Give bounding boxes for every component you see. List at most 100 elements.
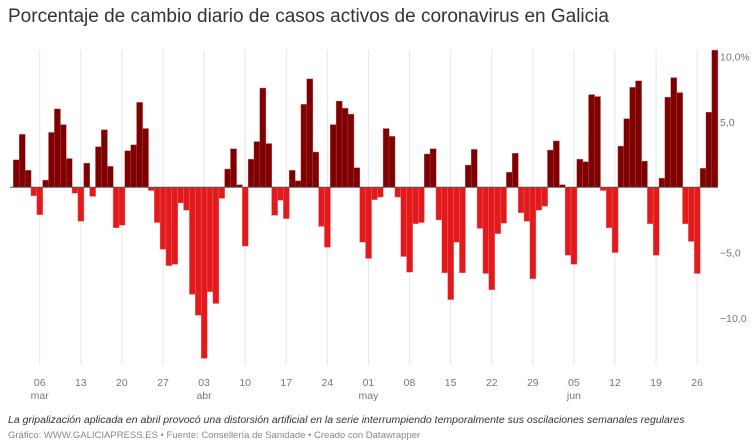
- bar: [206, 187, 214, 292]
- bar: [159, 187, 167, 250]
- bar: [60, 124, 67, 188]
- bar: [300, 104, 308, 188]
- y-tick-label: −10,0: [720, 313, 747, 325]
- bar: [406, 187, 413, 273]
- bar: [570, 187, 578, 265]
- bar: [371, 187, 378, 200]
- bar: [459, 187, 466, 274]
- bar: [242, 187, 249, 247]
- bar: [553, 140, 560, 188]
- bar: [130, 144, 137, 188]
- bar: [535, 187, 542, 211]
- bar: [588, 94, 595, 188]
- bar: [635, 80, 642, 188]
- bar: [83, 162, 91, 188]
- x-tick-label: 17: [280, 377, 292, 389]
- bar: [418, 187, 425, 223]
- bar: [582, 161, 589, 188]
- bar: [136, 102, 143, 188]
- bar: [77, 187, 85, 222]
- bar: [605, 187, 613, 228]
- bar: [664, 96, 672, 188]
- bar: [435, 187, 443, 221]
- bar: [705, 112, 713, 188]
- bar: [623, 118, 631, 188]
- x-tick-label: 29: [527, 377, 539, 389]
- credit-line: Gráfico: WWW.GALICIAPRESS.ES • Fuente: C…: [8, 430, 421, 441]
- bar: [682, 187, 689, 225]
- bar: [247, 159, 255, 188]
- x-tick-label: 10: [239, 377, 251, 389]
- bar: [699, 168, 707, 188]
- y-tick-label: 5,0: [720, 117, 735, 129]
- bar: [429, 148, 437, 188]
- bar: [476, 187, 484, 229]
- bar: [347, 113, 355, 188]
- bar: [611, 187, 619, 253]
- bar: [218, 187, 226, 199]
- bar: [711, 49, 719, 188]
- bar: [694, 187, 701, 274]
- bar: [318, 187, 325, 227]
- bar: [177, 187, 184, 204]
- bar: [142, 128, 149, 188]
- bar: [629, 87, 636, 188]
- bar: [647, 187, 654, 225]
- bar: [365, 187, 372, 259]
- bar: [688, 187, 695, 242]
- x-tick-label: 12: [609, 377, 621, 389]
- bar: [529, 187, 537, 279]
- bar: [312, 151, 319, 188]
- x-tick-label: 24: [322, 377, 334, 389]
- bar: [224, 168, 231, 188]
- bar: [424, 153, 431, 188]
- bar: [617, 145, 625, 188]
- bar: [277, 187, 284, 201]
- bar: [306, 78, 314, 188]
- bar: [153, 187, 161, 223]
- bar: [65, 158, 73, 188]
- bar: [259, 87, 267, 188]
- x-tick-label: 05: [568, 377, 580, 389]
- bar: [271, 187, 278, 216]
- bar: [230, 148, 237, 188]
- bar: [541, 187, 548, 207]
- bar: [283, 187, 290, 219]
- bar: [294, 180, 302, 188]
- bar: [641, 160, 648, 188]
- bar: [482, 187, 490, 274]
- bar: [183, 187, 190, 211]
- bar: [253, 141, 261, 188]
- bar: [500, 187, 507, 224]
- x-tick-label: 26: [691, 377, 703, 389]
- bars: [13, 49, 719, 359]
- bar: [353, 167, 361, 188]
- bar: [324, 187, 331, 248]
- bar: [547, 149, 554, 188]
- footnote: La gripalización aplicada en abril provo…: [8, 414, 685, 426]
- bar: [118, 187, 126, 226]
- bar: [89, 187, 96, 197]
- bar: [18, 134, 26, 188]
- bar: [676, 92, 683, 188]
- bar: [359, 187, 366, 243]
- x-month-label: may: [359, 390, 380, 402]
- bar: [107, 166, 114, 188]
- bar: [564, 187, 572, 256]
- x-tick-label: 22: [486, 377, 498, 389]
- bar: [288, 170, 296, 188]
- bar: [388, 136, 396, 188]
- bar: [441, 187, 449, 274]
- bar: [330, 124, 337, 188]
- y-axis-labels: 10,0% 5,0 −5,0 −10,0: [720, 52, 750, 325]
- bar: [124, 150, 132, 188]
- bar: [335, 100, 343, 188]
- bar: [212, 187, 220, 304]
- bar: [200, 187, 208, 359]
- bar: [171, 187, 179, 265]
- bar: [13, 159, 20, 188]
- bar: [71, 187, 79, 194]
- bar: [112, 187, 120, 228]
- bar: [506, 172, 513, 188]
